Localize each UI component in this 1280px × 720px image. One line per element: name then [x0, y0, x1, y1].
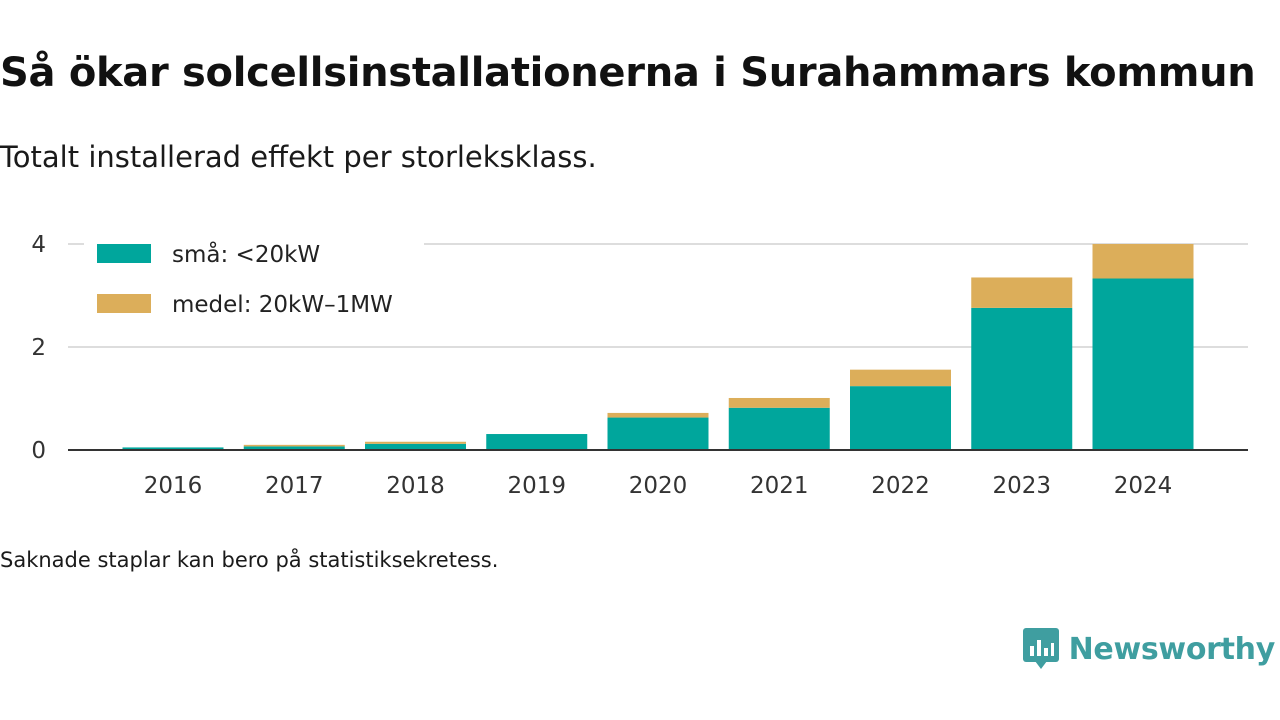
legend-label: små: <20kW [172, 240, 320, 268]
bar-segment-medium-2021 [728, 397, 830, 408]
bar-segment-medium-2018 [365, 441, 466, 444]
legend-swatch [97, 294, 151, 313]
bar-segment-medium-2024 [1092, 244, 1194, 279]
legend-swatch [97, 244, 151, 263]
bar-segment-small-2020 [607, 417, 709, 450]
bar-segment-small-2023 [971, 307, 1073, 450]
bar-segment-medium-2020 [607, 412, 709, 418]
bar-segment-small-2022 [850, 386, 951, 450]
bar-segment-small-2018 [365, 443, 466, 450]
x-tick-label: 2016 [144, 473, 203, 499]
bars [122, 244, 1194, 450]
bar-segment-small-2019 [486, 434, 588, 450]
bar-segment-medium-2022 [850, 369, 951, 387]
footnote: Saknade staplar kan bero på statistiksek… [0, 548, 499, 572]
brand-name: Newsworthy [1068, 631, 1276, 667]
axes: 0 2 4 2016 2017 2018 2019 2020 2021 2022 2023 2024 [31, 232, 1248, 499]
newsworthy-logo-icon [1022, 628, 1059, 669]
chart-title: Så ökar solcellsinstallationerna i Surah… [0, 50, 1256, 96]
y-tick-label: 0 [31, 438, 46, 464]
bar-segment-medium-2023 [971, 277, 1073, 308]
x-tick-label: 2019 [507, 473, 566, 499]
brand[interactable]: Newsworthy [1022, 628, 1276, 670]
bar-segment-small-2016 [122, 447, 224, 450]
chart-subtitle: Totalt installerad effekt per storlekskl… [0, 140, 597, 174]
bar-segment-small-2024 [1092, 278, 1194, 450]
legend-label: medel: 20kW–1MW [172, 292, 393, 318]
x-tick-label: 2023 [992, 473, 1051, 499]
x-tick-label: 2020 [629, 473, 688, 499]
bar-segment-small-2021 [728, 407, 830, 450]
bar-segment-medium-2017 [243, 444, 345, 447]
x-tick-label: 2024 [1114, 473, 1173, 499]
legend: små: <20kW medel: 20kW–1MW [84, 236, 424, 318]
x-tick-label: 2018 [386, 473, 445, 499]
y-tick-label: 4 [31, 232, 46, 258]
bar-segment-small-2017 [243, 446, 345, 450]
x-tick-label: 2022 [871, 473, 930, 499]
x-tick-label: 2017 [265, 473, 324, 499]
y-tick-label: 2 [31, 335, 46, 361]
x-tick-label: 2021 [750, 473, 809, 499]
